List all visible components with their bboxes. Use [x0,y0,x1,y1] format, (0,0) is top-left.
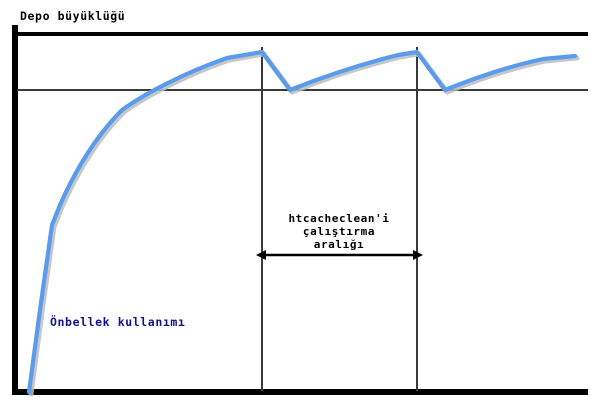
vertical-marker-1 [261,47,263,391]
vertical-marker-2 [416,47,418,391]
annotation-line-1: htcacheclean'i [288,212,389,225]
x-axis [12,389,588,395]
annotation-line-3: aralığı [314,238,365,251]
page-title: Depo büyüklüğü [20,9,125,23]
series-label-cache-usage: Önbellek kullanımı [50,314,185,329]
max-size-line [17,32,588,36]
annotation-line-2: çalıştırma [303,225,375,238]
cache-usage-curve [26,49,578,395]
y-axis [12,25,18,395]
